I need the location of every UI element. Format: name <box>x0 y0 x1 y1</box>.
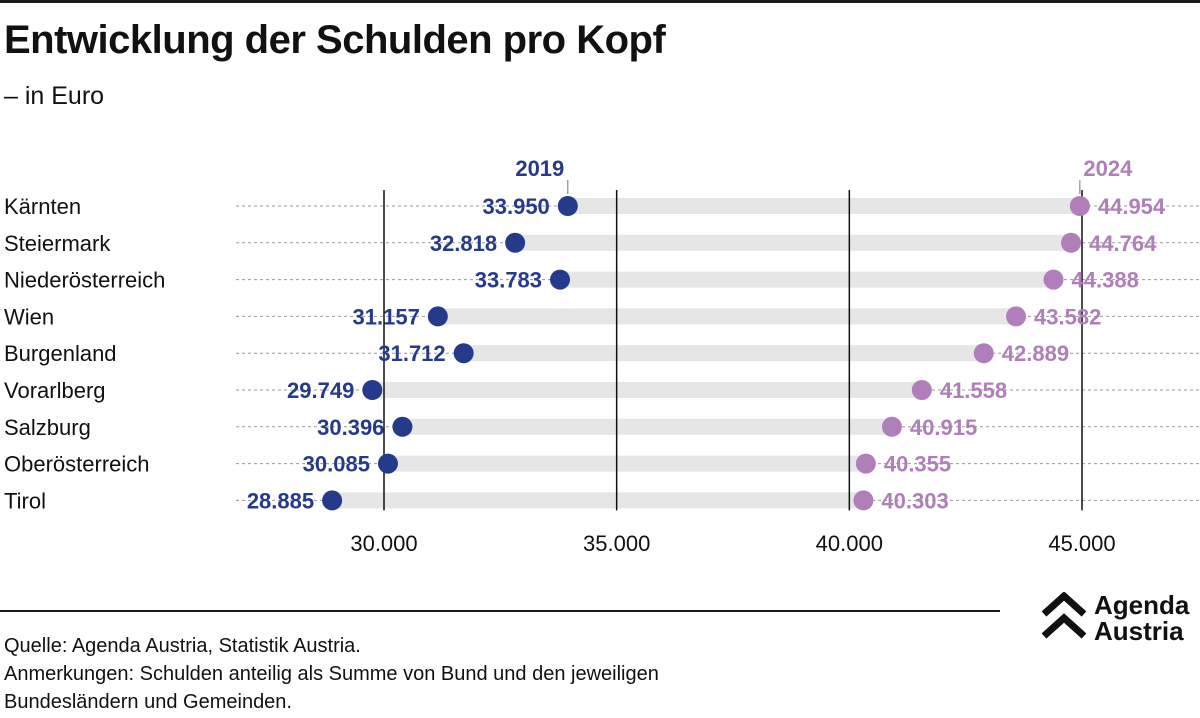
category-label: Kärnten <box>4 194 81 219</box>
value-label-2024: 40.915 <box>910 415 977 440</box>
category-label: Burgenland <box>4 341 117 366</box>
value-label-2019: 33.783 <box>475 268 542 293</box>
value-label-2024: 44.388 <box>1072 268 1139 293</box>
dot-2019 <box>557 196 578 216</box>
value-label-2019: 30.396 <box>317 415 384 440</box>
category-label: Tirol <box>4 488 46 513</box>
value-label-2019: 32.818 <box>430 231 497 256</box>
dot-2019 <box>427 306 448 327</box>
dot-2019 <box>377 453 398 474</box>
dot-2024 <box>1043 269 1064 290</box>
range-band <box>437 308 1017 325</box>
value-label-2019: 29.749 <box>287 378 354 403</box>
value-label-2024: 42.889 <box>1002 341 1069 366</box>
bottom-rule <box>0 610 1000 612</box>
dot-2024 <box>973 343 994 364</box>
category-label: Salzburg <box>4 415 91 440</box>
range-band <box>387 455 866 472</box>
logo-text: Agenda Austria <box>1094 592 1189 644</box>
agenda-austria-logo: Agenda Austria <box>1040 592 1200 644</box>
range-band <box>515 234 1072 251</box>
logo-line1: Agenda <box>1094 590 1190 620</box>
logo-line2: Austria <box>1094 616 1184 646</box>
dot-2024 <box>1069 196 1090 216</box>
value-label-2019: 30.085 <box>303 452 370 477</box>
dot-2024 <box>1061 232 1082 253</box>
value-label-2019: 31.157 <box>353 304 420 329</box>
value-label-2024: 44.954 <box>1098 194 1166 219</box>
x-tick-label: 40.000 <box>816 531 883 556</box>
value-label-2019: 33.950 <box>483 194 550 219</box>
range-band <box>560 271 1054 288</box>
chart-title: Entwicklung der Schulden pro Kopf <box>4 18 666 62</box>
note-text-line1: Anmerkungen: Schulden anteilig als Summe… <box>4 663 659 685</box>
category-label: Wien <box>4 304 54 329</box>
dot-2024 <box>1006 306 1027 327</box>
value-label-2019: 31.712 <box>378 341 445 366</box>
dot-2019 <box>453 343 474 364</box>
value-label-2024: 44.764 <box>1089 231 1157 256</box>
range-band <box>463 345 984 362</box>
top-rule <box>0 0 1200 3</box>
series-label-2024: 2024 <box>1083 156 1133 181</box>
range-band <box>372 382 922 398</box>
range-band <box>402 418 892 435</box>
value-label-2024: 41.558 <box>940 378 1007 403</box>
dot-2024 <box>911 380 932 400</box>
series-label-2019: 2019 <box>515 156 564 181</box>
dot-2019 <box>505 232 526 253</box>
chart-subtitle: – in Euro <box>4 82 105 110</box>
dot-2019 <box>550 269 571 290</box>
dot-2019 <box>322 490 343 511</box>
x-tick-label: 45.000 <box>1048 531 1115 556</box>
range-band <box>567 198 1080 214</box>
footer: Quelle: Agenda Austria, Statistik Austri… <box>4 632 659 716</box>
dot-range-chart: 30.000 35.000 40.000 45.000 Kärnten Steiermar… <box>4 156 1200 556</box>
x-tick-label: 35.000 <box>583 531 650 556</box>
value-label-2019: 28.885 <box>247 488 314 513</box>
value-label-2024: 40.355 <box>884 452 951 477</box>
category-label: Oberösterreich <box>4 452 150 477</box>
chevron-up-logo-icon <box>1041 592 1087 639</box>
dot-2019 <box>392 416 413 437</box>
range-band <box>332 492 864 509</box>
dot-2024 <box>881 416 902 437</box>
category-label: Vorarlberg <box>4 378 106 403</box>
note-text-line2: Bundesländern und Gemeinden. <box>4 691 292 713</box>
value-label-2024: 43.582 <box>1034 304 1101 329</box>
dot-2024 <box>853 490 874 511</box>
dot-2024 <box>855 453 876 474</box>
category-label: Niederösterreich <box>4 268 165 293</box>
category-label: Steiermark <box>4 231 111 256</box>
x-tick-label: 30.000 <box>350 531 417 556</box>
source-text: Quelle: Agenda Austria, Statistik Austri… <box>4 635 361 657</box>
dot-2019 <box>362 380 383 400</box>
value-label-2024: 40.303 <box>881 488 948 513</box>
